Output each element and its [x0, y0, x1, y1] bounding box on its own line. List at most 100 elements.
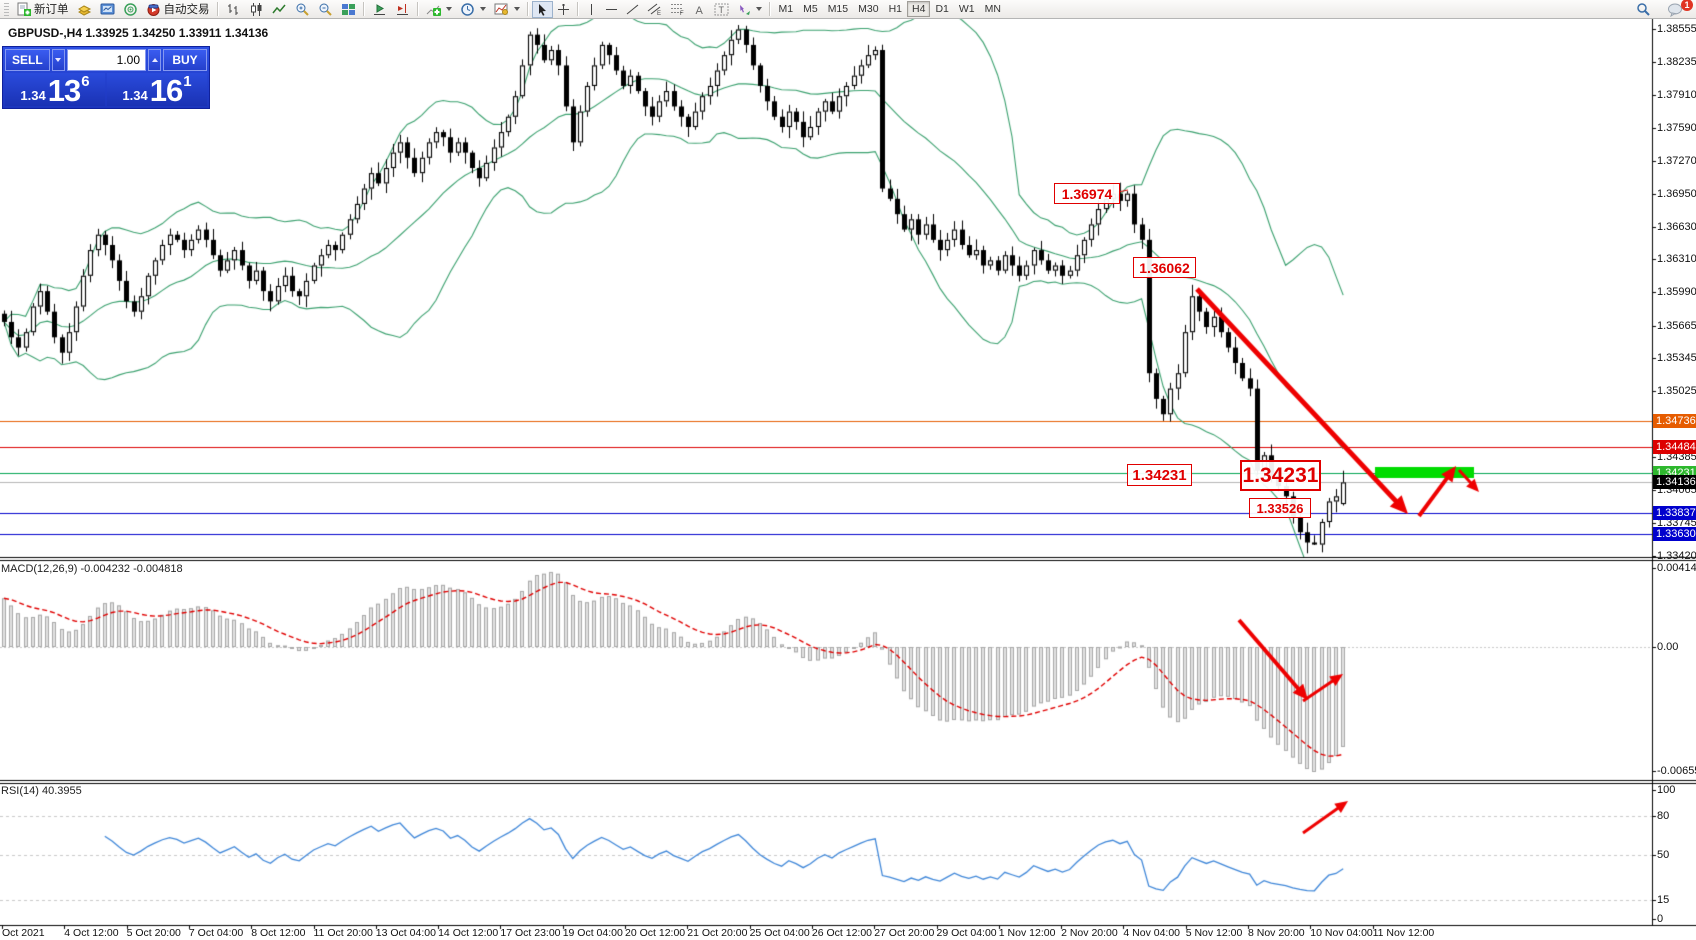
auto-scroll-icon — [372, 2, 387, 17]
volume-decrease-button[interactable] — [51, 49, 65, 71]
timeframe-d1-button[interactable]: D1 — [930, 1, 953, 17]
auto-scroll-button[interactable] — [368, 1, 391, 18]
zoom-in-button[interactable] — [291, 1, 314, 18]
arrows-tool-icon — [737, 3, 751, 16]
chart-shift-icon — [395, 2, 410, 17]
triangle-down-icon — [55, 58, 62, 62]
templates-button[interactable] — [490, 1, 524, 18]
buy-price[interactable]: 1.34 16 1 — [107, 73, 207, 106]
toolbar-grip[interactable] — [4, 2, 9, 16]
text-label-icon: T — [714, 3, 729, 16]
vertical-line-button[interactable] — [582, 1, 601, 18]
crosshair-icon — [557, 3, 570, 16]
price-callout[interactable]: 1.34231 — [1127, 464, 1192, 486]
periods-button[interactable] — [456, 1, 490, 18]
sell-price-big: 13 — [47, 73, 81, 108]
bar-chart-button[interactable] — [222, 1, 245, 18]
timeframe-h1-button[interactable]: H1 — [884, 1, 907, 17]
line-chart-icon — [271, 2, 287, 17]
periods-caret-icon — [479, 7, 486, 11]
volume-increase-button[interactable] — [148, 49, 161, 71]
horizontal-line-icon — [605, 3, 618, 16]
zoom-out-button[interactable] — [314, 1, 337, 18]
sell-price-small: 1.34 — [20, 88, 46, 103]
new-order-button[interactable]: 新订单 — [12, 1, 73, 18]
one-click-trading-panel: SELL 1.00 BUY 1.34 13 6 1.34 16 1 — [2, 46, 210, 109]
profiles-button[interactable] — [73, 1, 96, 18]
fibonacci-button[interactable]: F — [666, 1, 689, 18]
zoom-out-icon — [318, 2, 333, 17]
autotrading-icon — [146, 2, 161, 17]
navigator-button[interactable] — [119, 1, 142, 18]
svg-text:T: T — [718, 5, 724, 15]
market-watch-button[interactable] — [96, 1, 119, 18]
equidistant-channel-icon: E — [647, 2, 662, 16]
zoom-in-icon — [295, 2, 310, 17]
trendline-button[interactable] — [622, 1, 643, 18]
horizontal-line-button[interactable] — [601, 1, 622, 18]
new-order-icon — [16, 2, 31, 17]
timeframe-m30-button[interactable]: M30 — [853, 1, 883, 17]
text-icon: A — [693, 3, 706, 16]
arrows-tool-caret-icon — [755, 7, 762, 11]
indicators-icon — [426, 2, 441, 17]
search-icon — [1636, 2, 1651, 17]
arrows-tool-button[interactable] — [733, 1, 766, 18]
toolbar-separator — [362, 2, 365, 16]
chart-shift-button[interactable] — [391, 1, 414, 18]
timeframe-mn-button[interactable]: MN — [980, 1, 1006, 17]
timeframe-h4-button[interactable]: H4 — [907, 1, 931, 17]
toolbar-separator — [768, 2, 771, 16]
line-chart-button[interactable] — [268, 1, 291, 18]
price-callout[interactable]: 1.34231 — [1240, 460, 1321, 491]
candlestick-chart-icon — [249, 2, 264, 17]
timeframe-m5-button[interactable]: M5 — [798, 1, 823, 17]
text-button[interactable]: A — [689, 1, 710, 18]
candlestick-chart-button[interactable] — [245, 1, 268, 18]
new-order-label: 新订单 — [34, 4, 69, 16]
buy-price-small: 1.34 — [122, 88, 148, 103]
notifications-button[interactable]: 1 — [1663, 0, 1693, 18]
market-watch-icon — [100, 2, 115, 17]
toolbar-separator — [526, 2, 529, 16]
toolbar: 新订单 自动交易 — [0, 0, 1696, 19]
bar-chart-icon — [226, 2, 241, 17]
price-callout[interactable]: 1.36062 — [1133, 257, 1196, 278]
timeframe-m15-button[interactable]: M15 — [823, 1, 853, 17]
tile-windows-button[interactable] — [337, 1, 360, 18]
price-callout[interactable]: 1.33526 — [1249, 498, 1311, 518]
buy-button[interactable]: BUY — [163, 49, 207, 71]
cursor-button[interactable] — [531, 0, 553, 18]
periods-icon — [460, 2, 475, 17]
notification-badge: 1 — [1681, 0, 1693, 11]
crosshair-button[interactable] — [553, 1, 574, 18]
toolbar-right-group: 1 — [1632, 0, 1693, 18]
rsi-indicator-label: RSI(14) 40.3955 — [1, 785, 82, 797]
equidistant-channel-button[interactable]: E — [643, 1, 666, 18]
profiles-icon — [77, 2, 92, 17]
timeframe-w1-button[interactable]: W1 — [954, 1, 980, 17]
svg-text:A: A — [695, 5, 703, 16]
chat-bubble-icon — [1667, 2, 1683, 17]
toolbar-separator — [416, 2, 419, 16]
indicators-caret-icon — [445, 7, 452, 11]
price-callout[interactable]: 1.36974 — [1054, 183, 1120, 204]
svg-text:F: F — [680, 11, 684, 16]
search-button[interactable] — [1632, 1, 1655, 18]
sell-price-sup: 6 — [81, 73, 90, 90]
templates-caret-icon — [513, 7, 520, 11]
triangle-up-icon — [151, 58, 158, 62]
timeframe-m1-button[interactable]: M1 — [774, 1, 799, 17]
indicators-button[interactable] — [422, 1, 456, 18]
sell-button[interactable]: SELL — [5, 49, 50, 71]
toolbar-separator — [216, 2, 219, 16]
toolbar-separator — [576, 2, 579, 16]
text-label-button[interactable]: T — [710, 1, 733, 18]
sell-price[interactable]: 1.34 13 6 — [5, 73, 105, 106]
buy-price-big: 16 — [149, 73, 183, 108]
buy-price-sup: 1 — [183, 73, 192, 90]
fibonacci-icon: F — [670, 2, 685, 16]
volume-input[interactable]: 1.00 — [66, 49, 146, 71]
autotrading-button[interactable]: 自动交易 — [142, 1, 214, 18]
